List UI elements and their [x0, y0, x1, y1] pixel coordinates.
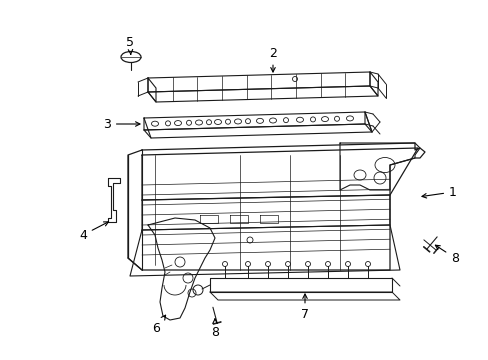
Text: 3: 3: [103, 117, 140, 131]
Text: 1: 1: [421, 185, 456, 198]
Text: 8: 8: [434, 245, 458, 265]
Text: 2: 2: [268, 46, 276, 72]
Text: 7: 7: [301, 294, 308, 321]
Text: 6: 6: [152, 315, 165, 334]
Text: 5: 5: [126, 36, 134, 54]
Text: 4: 4: [79, 222, 108, 242]
Text: 8: 8: [210, 319, 219, 338]
